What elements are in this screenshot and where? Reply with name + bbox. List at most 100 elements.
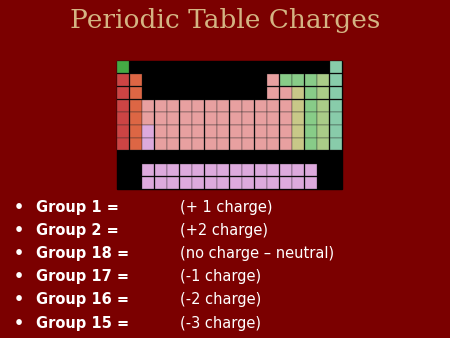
FancyBboxPatch shape [205,164,216,176]
FancyBboxPatch shape [317,113,329,125]
Text: (+2 charge): (+2 charge) [180,223,268,238]
FancyBboxPatch shape [155,113,166,125]
FancyBboxPatch shape [292,177,304,189]
FancyBboxPatch shape [142,113,154,125]
FancyBboxPatch shape [130,100,142,112]
FancyBboxPatch shape [217,138,229,150]
FancyBboxPatch shape [167,177,179,189]
FancyBboxPatch shape [142,164,154,176]
FancyBboxPatch shape [205,113,216,125]
FancyBboxPatch shape [167,138,179,150]
FancyBboxPatch shape [192,164,204,176]
Text: (-2 charge): (-2 charge) [180,292,261,308]
FancyBboxPatch shape [243,100,254,112]
FancyBboxPatch shape [217,125,229,138]
FancyBboxPatch shape [192,138,204,150]
FancyBboxPatch shape [117,100,129,112]
FancyBboxPatch shape [317,87,329,99]
FancyBboxPatch shape [280,74,292,86]
Text: (+ 1 charge): (+ 1 charge) [180,200,273,215]
FancyBboxPatch shape [292,74,304,86]
FancyBboxPatch shape [305,164,317,176]
FancyBboxPatch shape [280,113,292,125]
FancyBboxPatch shape [292,125,304,138]
FancyBboxPatch shape [180,138,192,150]
FancyBboxPatch shape [280,164,292,176]
Text: Group 18 =: Group 18 = [36,246,129,261]
FancyBboxPatch shape [217,177,229,189]
FancyBboxPatch shape [317,74,329,86]
FancyBboxPatch shape [305,113,317,125]
FancyBboxPatch shape [192,100,204,112]
FancyBboxPatch shape [330,74,342,86]
FancyBboxPatch shape [217,100,229,112]
Text: •: • [14,223,23,238]
Text: •: • [14,292,23,308]
FancyBboxPatch shape [117,87,129,99]
FancyBboxPatch shape [130,74,142,86]
FancyBboxPatch shape [292,87,304,99]
FancyBboxPatch shape [155,100,166,112]
FancyBboxPatch shape [180,177,192,189]
FancyBboxPatch shape [267,87,279,99]
FancyBboxPatch shape [280,177,292,189]
FancyBboxPatch shape [305,87,317,99]
FancyBboxPatch shape [292,113,304,125]
FancyBboxPatch shape [330,125,342,138]
FancyBboxPatch shape [205,138,216,150]
Text: Group 15 =: Group 15 = [36,316,129,331]
FancyBboxPatch shape [167,164,179,176]
FancyBboxPatch shape [117,113,129,125]
FancyBboxPatch shape [255,177,267,189]
FancyBboxPatch shape [317,100,329,112]
FancyBboxPatch shape [292,164,304,176]
FancyBboxPatch shape [280,125,292,138]
FancyBboxPatch shape [192,125,204,138]
FancyBboxPatch shape [142,125,154,138]
Text: •: • [14,200,23,215]
FancyBboxPatch shape [142,138,154,150]
FancyBboxPatch shape [217,113,229,125]
FancyBboxPatch shape [155,138,166,150]
FancyBboxPatch shape [305,138,317,150]
FancyBboxPatch shape [330,61,342,73]
FancyBboxPatch shape [255,125,267,138]
FancyBboxPatch shape [230,138,242,150]
FancyBboxPatch shape [305,74,317,86]
Text: •: • [14,269,23,284]
FancyBboxPatch shape [117,61,342,189]
FancyBboxPatch shape [230,164,242,176]
FancyBboxPatch shape [180,125,192,138]
FancyBboxPatch shape [305,125,317,138]
FancyBboxPatch shape [155,125,166,138]
FancyBboxPatch shape [292,100,304,112]
Text: Group 17 =: Group 17 = [36,269,129,284]
FancyBboxPatch shape [230,125,242,138]
FancyBboxPatch shape [255,100,267,112]
FancyBboxPatch shape [267,100,279,112]
FancyBboxPatch shape [305,177,317,189]
FancyBboxPatch shape [117,125,129,138]
FancyBboxPatch shape [317,138,329,150]
FancyBboxPatch shape [243,113,254,125]
FancyBboxPatch shape [117,61,129,73]
Text: Group 2 =: Group 2 = [36,223,119,238]
FancyBboxPatch shape [267,138,279,150]
FancyBboxPatch shape [255,138,267,150]
FancyBboxPatch shape [243,125,254,138]
FancyBboxPatch shape [243,164,254,176]
FancyBboxPatch shape [130,138,142,150]
FancyBboxPatch shape [280,138,292,150]
FancyBboxPatch shape [317,125,329,138]
FancyBboxPatch shape [243,138,254,150]
FancyBboxPatch shape [192,113,204,125]
FancyBboxPatch shape [155,164,166,176]
FancyBboxPatch shape [280,100,292,112]
Text: •: • [14,316,23,331]
FancyBboxPatch shape [255,113,267,125]
Text: (no charge – neutral): (no charge – neutral) [180,246,334,261]
Text: (-3 charge): (-3 charge) [180,316,261,331]
FancyBboxPatch shape [142,100,154,112]
FancyBboxPatch shape [142,177,154,189]
FancyBboxPatch shape [167,100,179,112]
